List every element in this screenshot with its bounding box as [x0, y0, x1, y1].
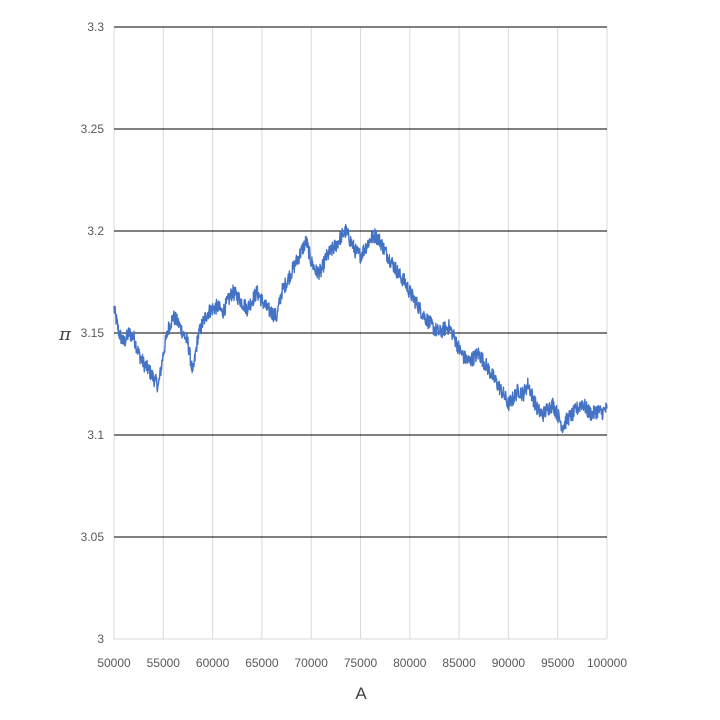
series-line-0 — [113, 223, 608, 434]
x-tick-label-2: 60000 — [196, 656, 230, 670]
x-tick-label-1: 55000 — [147, 656, 181, 670]
x-tick-label-7: 85000 — [442, 656, 476, 670]
x-tick-label-4: 70000 — [295, 656, 329, 670]
y-tick-label-3: 3.15 — [81, 326, 105, 340]
x-axis-title: A — [355, 684, 367, 703]
y-tick-label-0: 3 — [97, 632, 104, 646]
y-tick-label-1: 3.05 — [81, 530, 105, 544]
y-tick-label-4: 3.2 — [87, 224, 104, 238]
x-axis-tick-labels: 50000 55000 60000 65000 70000 75000 80000 85000… — [97, 656, 627, 670]
x-tick-label-3: 65000 — [245, 656, 279, 670]
x-tick-label-6: 80000 — [393, 656, 427, 670]
y-axis-title: π — [58, 324, 72, 345]
x-tick-label-8: 90000 — [492, 656, 526, 670]
y-tick-label-6: 3.3 — [87, 20, 104, 34]
series-layer — [113, 223, 608, 434]
horizontal-gridlines — [114, 26, 607, 640]
y-tick-label-2: 3.1 — [87, 428, 104, 442]
y-tick-label-5: 3.25 — [81, 122, 105, 136]
x-tick-label-9: 95000 — [541, 656, 575, 670]
x-tick-label-10: 100000 — [587, 656, 627, 670]
x-tick-label-0: 50000 — [97, 656, 131, 670]
x-tick-label-5: 75000 — [344, 656, 378, 670]
y-axis-tick-labels: 3 3.05 3.1 3.15 3.2 3.25 3.3 — [81, 20, 105, 646]
